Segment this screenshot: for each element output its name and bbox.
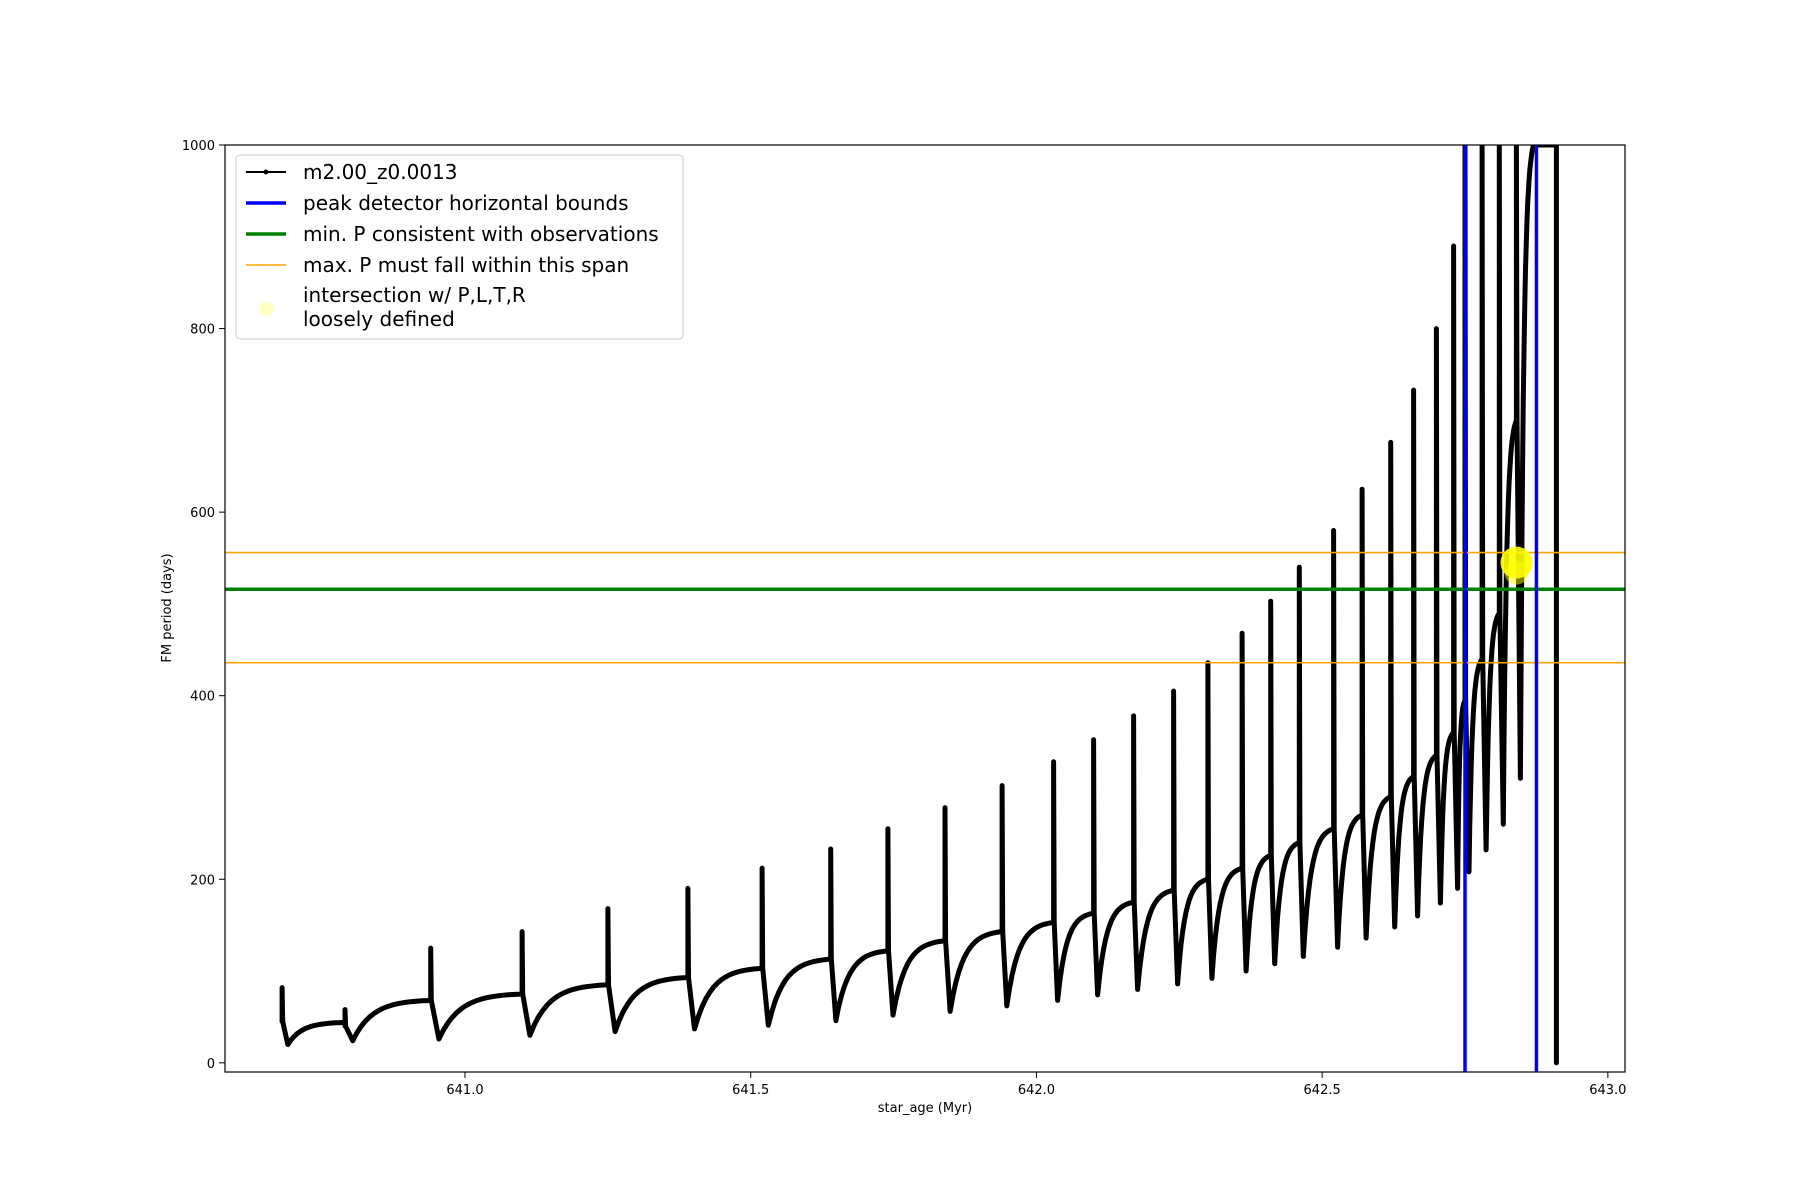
legend-intersection-marker — [259, 302, 273, 316]
reference-lines-layer — [225, 145, 1625, 1072]
intersection-marker-layer — [1500, 546, 1533, 585]
y-tick-label: 400 — [190, 690, 215, 705]
y-tick-label: 1000 — [182, 139, 215, 154]
legend-label-min-p: min. P consistent with observations — [303, 222, 659, 246]
series-layer — [279, 145, 1559, 1066]
legend: m2.00_z0.0013 peak detector horizontal b… — [235, 154, 684, 340]
y-tick-label: 200 — [190, 873, 215, 888]
legend-label-intersection-line1: intersection w/ P,L,T,R — [303, 283, 526, 307]
y-axis-label: FM period (days) — [160, 553, 175, 662]
legend-label-max-p: max. P must fall within this span — [303, 253, 629, 277]
x-tick-label: 643.0 — [1589, 1083, 1626, 1098]
x-tick-label: 642.0 — [1018, 1083, 1055, 1098]
plot-frame — [224, 144, 1626, 1073]
legend-box — [235, 154, 684, 340]
x-tick-label: 641.5 — [732, 1083, 769, 1098]
x-tick-label: 642.5 — [1304, 1083, 1341, 1098]
x-tick-label: 641.0 — [446, 1083, 483, 1098]
x-axis-ticks: 641.0 641.5 642.0 642.5 643.0 — [446, 1072, 1626, 1098]
legend-label-intersection-line2: loosely defined — [303, 307, 455, 331]
legend-series-marker — [263, 169, 269, 175]
intersection-point — [1504, 560, 1529, 585]
legend-label-peak-bounds: peak detector horizontal bounds — [303, 191, 629, 215]
y-tick-label: 600 — [190, 506, 215, 521]
y-tick-label: 0 — [207, 1057, 215, 1072]
series-line — [279, 145, 1559, 1066]
x-axis-label: star_age (Myr) — [878, 1101, 972, 1116]
y-tick-label: 800 — [190, 323, 215, 338]
legend-label-series: m2.00_z0.0013 — [303, 160, 458, 184]
y-axis-ticks: 0 200 400 600 800 1000 — [182, 139, 225, 1072]
